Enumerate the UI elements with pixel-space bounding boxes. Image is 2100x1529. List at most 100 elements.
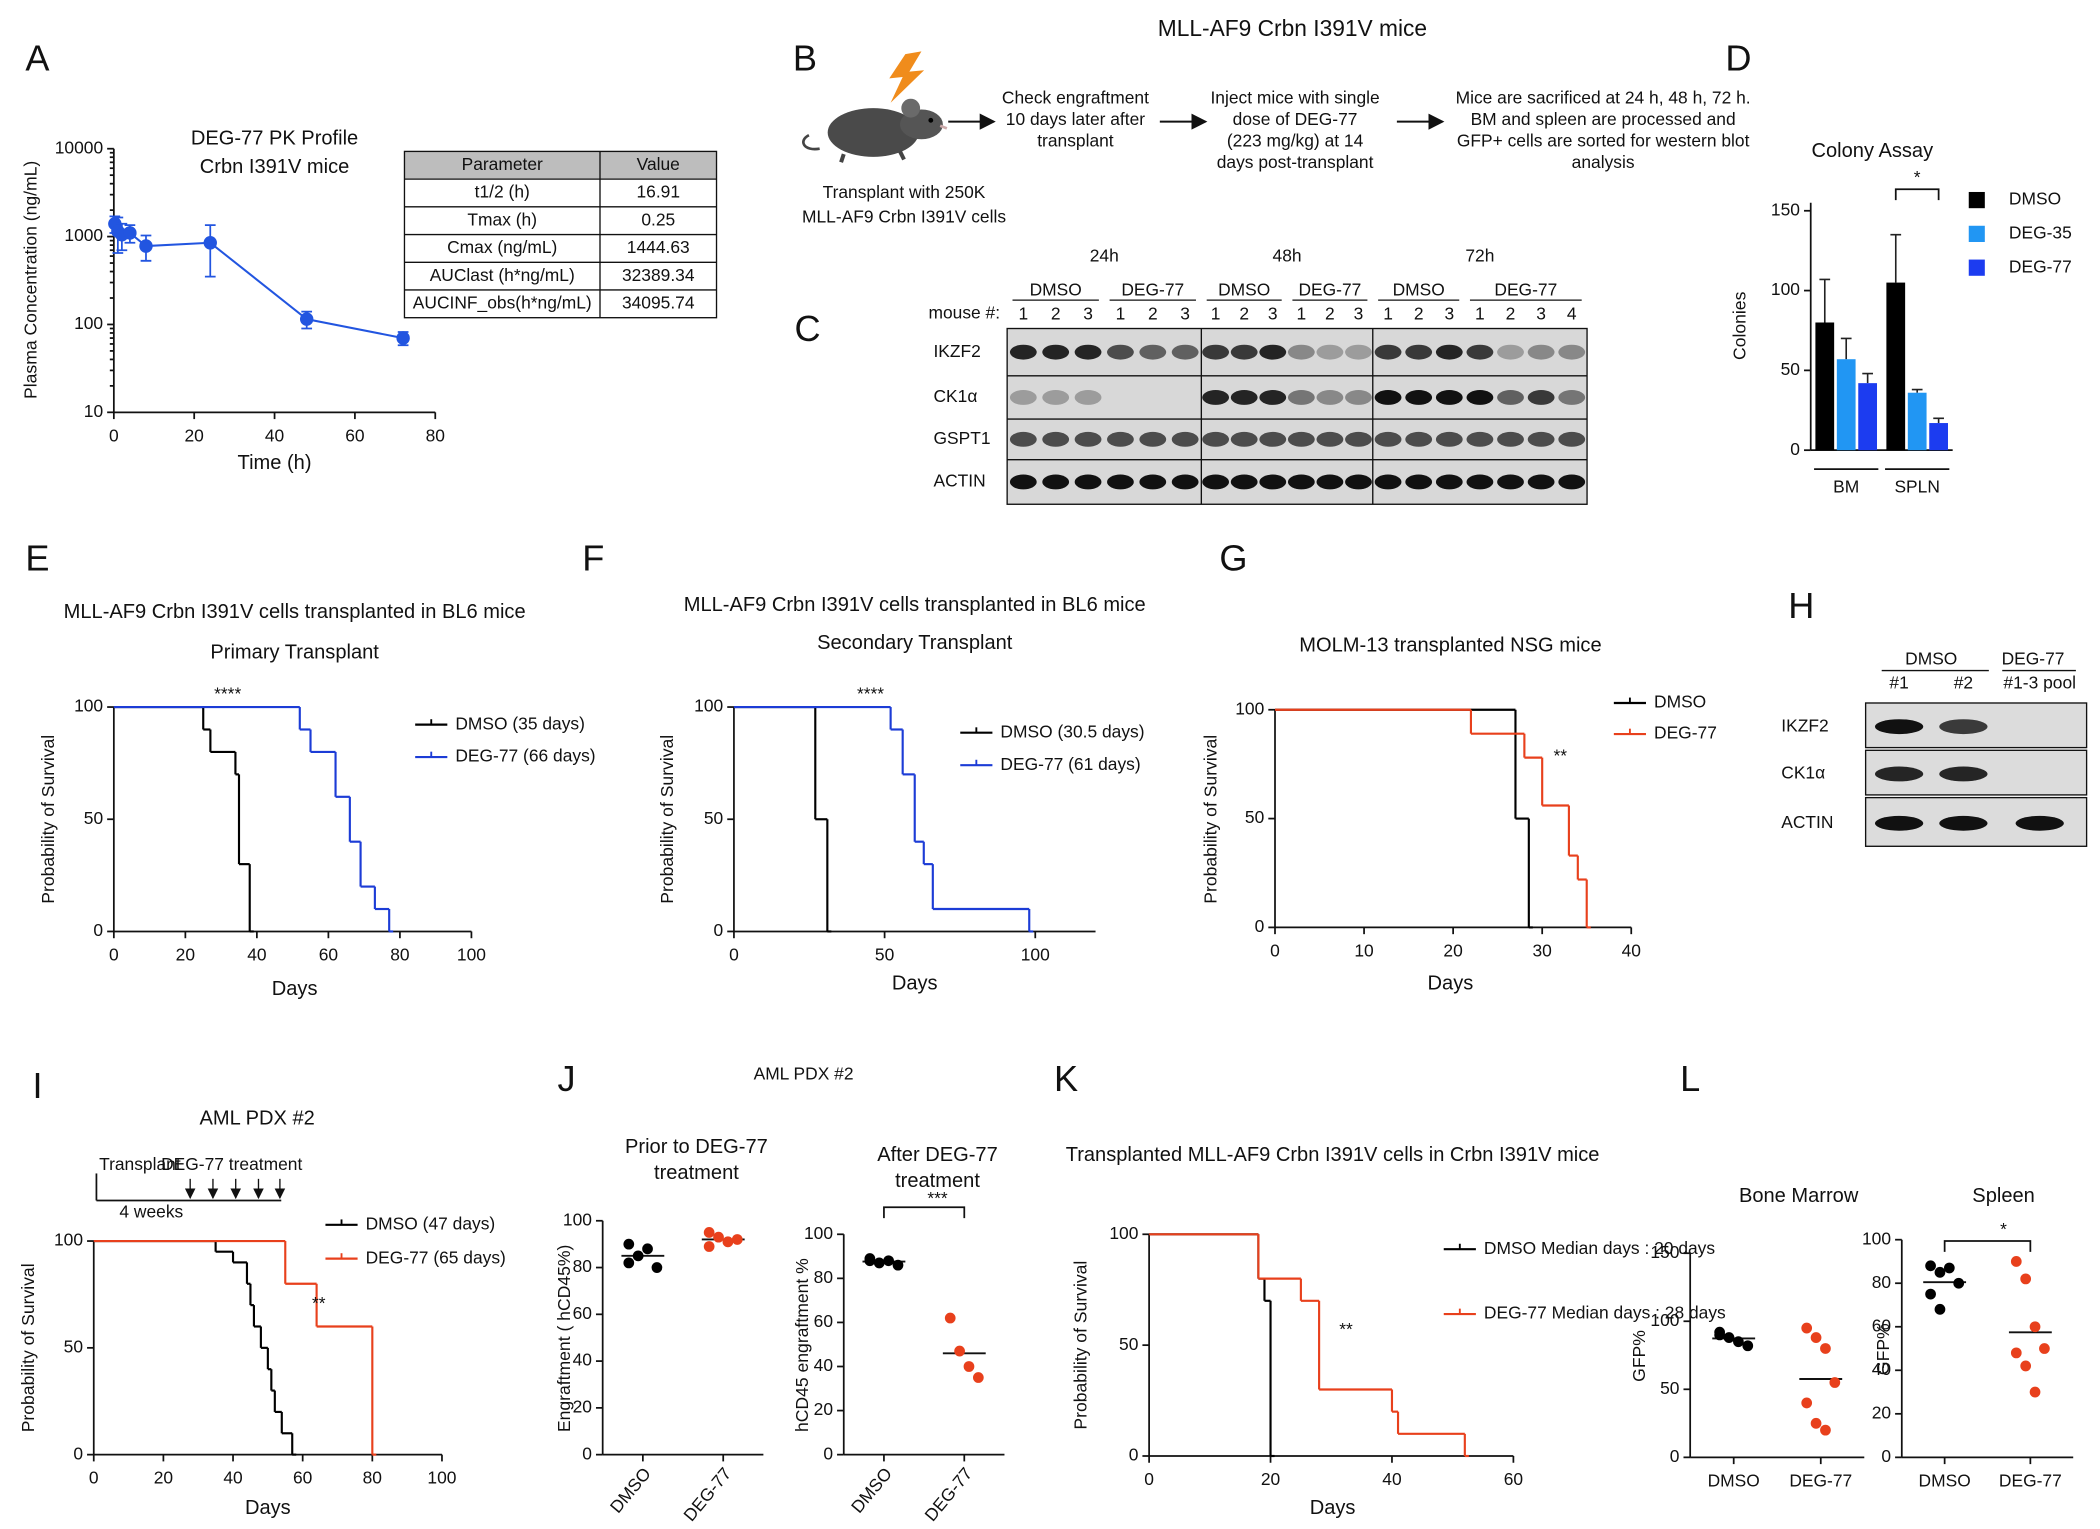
error-bar <box>1933 417 1944 424</box>
chart-title: MOLM-13 transplanted NSG mice <box>1299 634 1601 656</box>
x-tick-label: 80 <box>363 1468 383 1488</box>
blot-band <box>1435 431 1463 447</box>
significance: ** <box>312 1293 326 1313</box>
table-cell: 16.91 <box>636 182 680 202</box>
mouse-icon <box>802 98 948 163</box>
legend-label: DEG-77 (61 days) <box>1000 754 1140 774</box>
panel-letter: G <box>1219 538 1247 579</box>
blot-band <box>1230 344 1258 360</box>
bar <box>1858 383 1878 451</box>
group-label: DEG-77 <box>2002 648 2065 668</box>
x-tick-label: 0 <box>89 1468 99 1488</box>
panel-title: AML PDX #2 <box>754 1063 854 1083</box>
blot-band <box>1202 474 1230 490</box>
lane-label: 2 <box>1506 304 1516 324</box>
panel-letter: J <box>557 1058 575 1099</box>
y-axis-label: Probability of Survival <box>38 735 58 904</box>
y-axis-label: Probability of Survival <box>1201 735 1221 904</box>
timepoint-label: 72h <box>1465 245 1494 265</box>
table-cell: t1/2 (h) <box>475 182 530 202</box>
legend-label: DMSO Median days : 20 days <box>1484 1238 1715 1258</box>
x-tick-label: 0 <box>729 944 739 964</box>
table-cell: 0.25 <box>641 209 675 229</box>
y-tick-label: 100 <box>74 313 103 333</box>
legend-label: DMSO (35 days) <box>455 713 585 733</box>
chart-title: Prior to DEG-77 <box>625 1136 768 1158</box>
error-bar <box>1890 233 1902 283</box>
legend-label: DEG-77 Median days : 28 days <box>1484 1303 1726 1323</box>
data-point <box>1829 1377 1841 1388</box>
y-tick-label: 80 <box>573 1256 593 1276</box>
significance-bracket <box>1894 188 1940 201</box>
blot-band <box>1939 815 1988 831</box>
data-point <box>203 236 217 250</box>
blot-band <box>2015 815 2064 831</box>
group-label: DEG-77 <box>1298 279 1361 299</box>
blot-band <box>1345 474 1372 490</box>
blot-band <box>1287 474 1315 490</box>
chart-title: MLL-AF9 Crbn I391V cells transplanted in… <box>684 594 1146 616</box>
diagram-title: MLL-AF9 Crbn I391V mice <box>1158 15 1427 41</box>
protein-label: IKZF2 <box>1781 715 1828 735</box>
data-point <box>300 312 314 326</box>
blot-band <box>1875 766 1924 782</box>
y-tick-label: 100 <box>54 1230 83 1250</box>
blot-band <box>1345 390 1372 405</box>
x-tick-label: BM <box>1833 477 1859 497</box>
data-point <box>139 239 153 253</box>
x-tick-label: DMSO <box>847 1464 896 1517</box>
data-point <box>873 1257 885 1269</box>
y-tick-label: 100 <box>1109 1223 1138 1243</box>
x-tick-label: 0 <box>1144 1469 1154 1489</box>
data-point <box>954 1345 965 1357</box>
x-tick-label: 50 <box>875 944 895 964</box>
y-tick-label: 0 <box>1881 1446 1891 1466</box>
lane-label: 1 <box>1383 304 1393 324</box>
legend-label: DEG-35 <box>2009 222 2072 242</box>
blot-band <box>1287 431 1315 447</box>
y-tick-label: 20 <box>1872 1402 1892 1422</box>
table-cell: 34095.74 <box>622 292 695 312</box>
blot-band <box>1287 390 1315 405</box>
protein-label: GSPT1 <box>933 428 990 448</box>
x-axis-label: Days <box>892 972 938 994</box>
x-tick-label: DEG-77 <box>921 1464 977 1526</box>
y-tick-label: 50 <box>704 808 724 828</box>
blot-band <box>1009 431 1037 447</box>
x-axis-label: Time (h) <box>238 452 312 474</box>
significance: *** <box>927 1188 948 1208</box>
x-tick-label: 40 <box>265 425 285 445</box>
x-tick-label: 20 <box>176 944 196 964</box>
protein-label: IKZF2 <box>933 341 980 361</box>
significance-bracket <box>883 1206 966 1219</box>
x-tick-label: 40 <box>223 1468 243 1488</box>
blot-band <box>1074 474 1102 490</box>
blot-band <box>1259 344 1287 360</box>
blot-band <box>1345 431 1372 447</box>
lane-label: 2 <box>1051 304 1061 324</box>
x-tick-label: 100 <box>1021 944 1050 964</box>
inset-label: DEG-77 treatment <box>161 1154 302 1174</box>
blot-band <box>1230 474 1258 490</box>
panel-letter: E <box>25 538 49 579</box>
y-tick-label: 20 <box>573 1396 593 1416</box>
y-tick-label: 80 <box>814 1267 834 1287</box>
data-point <box>2039 1343 2050 1354</box>
chart-title: Colony Assay <box>1811 140 1934 162</box>
data-point <box>883 1255 894 1267</box>
blot-band <box>1466 431 1494 447</box>
y-axis-label: Probability of Survival <box>1071 1261 1091 1430</box>
data-point <box>703 1227 715 1238</box>
lane-label: 3 <box>1536 304 1546 324</box>
inset-label: Transplant <box>99 1154 181 1174</box>
blot-band <box>1558 390 1586 405</box>
data-point <box>642 1243 653 1255</box>
data-point <box>2020 1360 2032 1372</box>
blot-band <box>1074 431 1102 447</box>
data-point <box>1810 1332 1822 1343</box>
data-point <box>2029 1386 2041 1398</box>
y-tick-label: 80 <box>1872 1272 1892 1292</box>
legend-label: DEG-77 (66 days) <box>455 746 595 766</box>
